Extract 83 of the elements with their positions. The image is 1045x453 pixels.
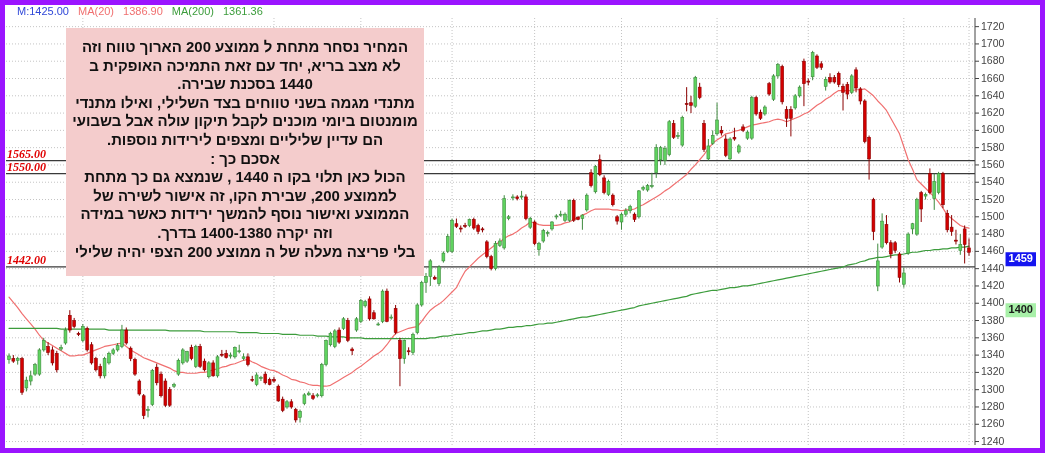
text: 1386.90: [123, 4, 163, 17]
y-tick-label: 1520: [981, 192, 1005, 205]
candlestick: [784, 105, 789, 128]
candlestick: [259, 375, 263, 382]
candlestick: [571, 198, 576, 223]
y-tick-label: 1700: [981, 36, 1005, 49]
candlestick: [849, 73, 854, 95]
candlestick: [68, 309, 72, 334]
text: MA(200): [171, 4, 214, 17]
y-tick-label: 1680: [981, 54, 1005, 66]
y-tick-label: 1640: [981, 88, 1005, 101]
candlestick: [945, 209, 950, 233]
y-tick-label: 1240: [981, 434, 1005, 447]
candlestick: [906, 231, 910, 256]
y-tick-label: 1440: [981, 261, 1005, 274]
y-tick-label: 1300: [981, 382, 1005, 395]
y-tick-label: 1260: [981, 417, 1005, 430]
text: 1361.36: [222, 4, 263, 17]
text: MA(20): [77, 4, 115, 17]
candlestick: [532, 219, 537, 246]
candlestick: [706, 138, 711, 162]
y-tick-label: 1560: [981, 157, 1005, 170]
candlestick: [220, 349, 224, 358]
candlestick: [684, 86, 689, 112]
y-tick-label: 1580: [981, 140, 1005, 153]
candlestick: [936, 171, 941, 195]
candlestick: [411, 332, 415, 356]
y-tick-label: 1400: [981, 296, 1005, 309]
candlestick: [928, 167, 932, 195]
y-tick-label: 1480: [981, 226, 1005, 239]
y-tick-label: 1620: [981, 105, 1005, 118]
candlestick: [7, 352, 11, 365]
y-tick-label: 1720: [981, 19, 1005, 32]
candlestick: [602, 174, 606, 195]
candlestick: [272, 376, 276, 384]
candlestick: [298, 409, 302, 424]
candlestick: [802, 58, 806, 107]
candlestick: [962, 224, 967, 264]
candlestick: [524, 193, 528, 221]
text: M:1425.00: [17, 4, 69, 17]
y-tick-label: 1360: [981, 330, 1005, 343]
candlestick: [598, 154, 602, 177]
y-tick-label: 1660: [981, 71, 1005, 84]
candlestick: [897, 251, 902, 283]
candlestick: [585, 192, 589, 213]
ref-line-label: 1565.00: [7, 146, 46, 161]
candlestick: [346, 317, 350, 343]
candlestick: [398, 337, 402, 387]
candlestick: [537, 241, 541, 257]
candlestick: [215, 354, 220, 379]
candlestick: [402, 339, 407, 365]
candlestick: [511, 193, 515, 201]
y-tick-label: 1420: [981, 278, 1005, 291]
candlestick: [81, 323, 85, 343]
ref-line-label: 1550.00: [7, 159, 46, 174]
candlestick: [102, 356, 107, 379]
ref-line-label: 1442.00: [7, 252, 46, 267]
y-tick-label: 1340: [981, 347, 1005, 360]
candlestick: [919, 190, 923, 223]
y-tick-label: 1460: [981, 244, 1005, 257]
candlestick: [689, 95, 693, 114]
y-tick-label: 1500: [981, 209, 1005, 222]
candlestick: [59, 344, 63, 352]
candlestick: [724, 134, 728, 158]
candlestick: [828, 72, 832, 85]
candlestick: [367, 295, 372, 322]
candlestick: [141, 393, 146, 420]
candlestick: [902, 267, 906, 289]
candlestick: [194, 344, 198, 369]
y-tick-label: 1540: [981, 175, 1005, 188]
candlestick: [671, 119, 676, 140]
candlestick: [954, 229, 958, 245]
candlestick: [146, 405, 150, 418]
candlestick: [589, 168, 593, 188]
y-tick-label: 1380: [981, 313, 1005, 326]
candlestick: [120, 324, 124, 349]
candlestick: [728, 136, 732, 162]
y-tick-label: 1600: [981, 123, 1005, 136]
y-tick-label: 1280: [981, 399, 1005, 412]
candlestick: [437, 264, 441, 287]
candlestick: [958, 233, 963, 256]
candlestick: [463, 222, 467, 229]
y-tick-label: 1320: [981, 365, 1005, 378]
